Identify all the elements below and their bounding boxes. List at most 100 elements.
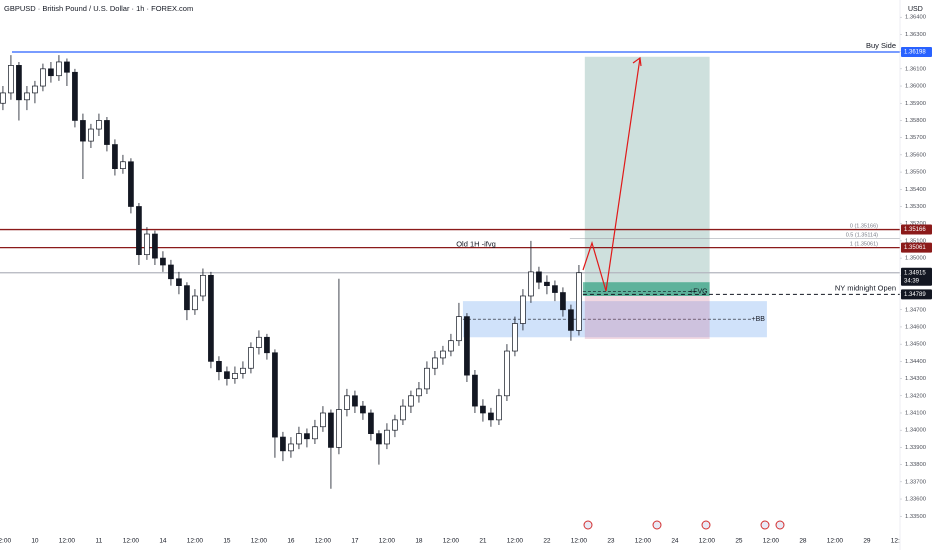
candle-body <box>360 405 366 414</box>
arrow-head <box>632 56 642 67</box>
chart-title: GBPUSD · British Pound / U.S. Dollar · 1… <box>4 4 193 13</box>
candle-body <box>32 85 38 94</box>
y-tick-label: 1.35700 <box>905 135 926 141</box>
x-tick-label: 12:00 <box>443 538 460 545</box>
x-tick-label: 16 <box>287 538 295 545</box>
y-tick-label: 1.34400 <box>905 359 926 365</box>
candle-body <box>480 405 486 414</box>
candle-body <box>224 371 230 379</box>
price-tag <box>901 242 932 253</box>
candle-body <box>456 316 462 342</box>
candle-body <box>176 278 182 286</box>
x-tick-label: 12:00 <box>571 538 588 545</box>
price-tag-label: 1.34789 <box>904 292 926 298</box>
zone <box>584 56 710 296</box>
y-tick-label: 1.35200 <box>905 221 926 227</box>
candle-body <box>104 120 110 145</box>
price-tag-label: 1.36198 <box>904 50 926 56</box>
candle-body <box>464 316 470 376</box>
y-tick-label: 1.36100 <box>905 66 926 72</box>
y-tick-label: 1.34000 <box>905 428 926 434</box>
y-tick-label: 1.34600 <box>905 324 926 330</box>
candle-body <box>184 285 190 311</box>
zone-label: +FVG <box>689 289 707 296</box>
y-tick-label: 1.34100 <box>905 411 926 417</box>
x-tick-label: 12:00 <box>507 538 524 545</box>
candle-body <box>24 92 30 101</box>
y-tick-label: 1.35300 <box>905 204 926 210</box>
countdown: 34:39 <box>904 278 920 284</box>
flag[interactable] <box>583 520 593 530</box>
candle-body <box>544 281 550 286</box>
y-tick-label: 1.35000 <box>905 256 926 262</box>
candle-body <box>504 350 510 397</box>
candle-body <box>344 395 350 410</box>
x-tick-label: 17 <box>351 538 359 545</box>
price-axis: 1.33500 1.33600 1.33700 1.33800 1.33900 1.340… <box>899 0 932 550</box>
candle-body <box>40 68 46 87</box>
x-tick-label: 12:00 <box>251 538 268 545</box>
flag[interactable] <box>652 520 662 530</box>
zone <box>582 282 710 296</box>
y-tick-label: 1.36300 <box>905 32 926 38</box>
candle-body <box>264 336 270 354</box>
x-tick-label: 12:00 <box>635 538 652 545</box>
fib-label: 1 (1.35061) <box>850 242 878 248</box>
x-tick-label: 14 <box>159 538 167 545</box>
flag[interactable] <box>701 520 711 530</box>
candle-body <box>56 61 62 77</box>
candle-body <box>376 433 382 445</box>
candle-body <box>144 233 150 256</box>
candle-body <box>304 433 310 440</box>
annotation: Old 1H -ifvg <box>456 239 496 248</box>
candle-body <box>312 426 318 440</box>
candle-body <box>96 120 102 130</box>
candle-body <box>248 347 254 369</box>
candle-body <box>496 395 502 421</box>
x-tick-label: 24 <box>671 538 679 545</box>
x-tick-label: 28 <box>799 538 807 545</box>
fib-label: 0 (1.35166) <box>850 224 878 230</box>
candle-body <box>416 388 422 397</box>
y-tick-label: 1.36000 <box>905 84 926 90</box>
candle-body <box>560 292 566 311</box>
candle-body <box>336 409 342 448</box>
x-tick-label: 12:00 <box>699 538 716 545</box>
y-tick-label: 1.33800 <box>905 462 926 468</box>
price-tag <box>901 224 932 235</box>
event-flags <box>583 520 785 530</box>
candle-body <box>240 367 246 374</box>
x-tick-label: 11 <box>96 538 103 545</box>
candle-body <box>128 161 134 207</box>
candle-body <box>432 357 438 369</box>
price-tag-label: 1.35061 <box>904 245 926 251</box>
price-tag <box>901 267 932 286</box>
candle-body <box>424 367 430 390</box>
candle-body <box>472 374 478 407</box>
y-tick-label: 1.33500 <box>905 514 926 520</box>
price-tag <box>901 46 932 57</box>
x-tick-label: 29 <box>863 538 871 545</box>
candle-body <box>320 412 326 428</box>
y-tick-label: 1.35600 <box>905 152 926 158</box>
candle-body <box>384 429 390 445</box>
y-tick-label: 1.34500 <box>905 342 926 348</box>
candle-body <box>272 352 278 438</box>
x-tick-label: 23 <box>607 538 615 545</box>
candle-body <box>80 120 86 142</box>
candle-body <box>440 350 446 359</box>
flag[interactable] <box>775 520 785 530</box>
plot-area: +BB +FVG 0 (1.35166) 0.5 (1.35114) 1 (1.3506… <box>0 41 907 545</box>
x-tick-label: 12:00 <box>59 538 76 545</box>
flag[interactable] <box>760 520 770 530</box>
y-tick-label: 1.33700 <box>905 479 926 485</box>
candle-body <box>160 257 166 266</box>
y-tick-label: 1.35500 <box>905 170 926 176</box>
x-tick-label: 21 <box>479 538 487 545</box>
candle-body <box>136 206 142 256</box>
y-tick-label: 1.34700 <box>905 307 926 313</box>
zone-label: +BB <box>751 316 765 323</box>
level-label: NY midnight Open <box>835 283 896 292</box>
candle-body <box>208 274 214 362</box>
candle-body <box>232 373 238 379</box>
